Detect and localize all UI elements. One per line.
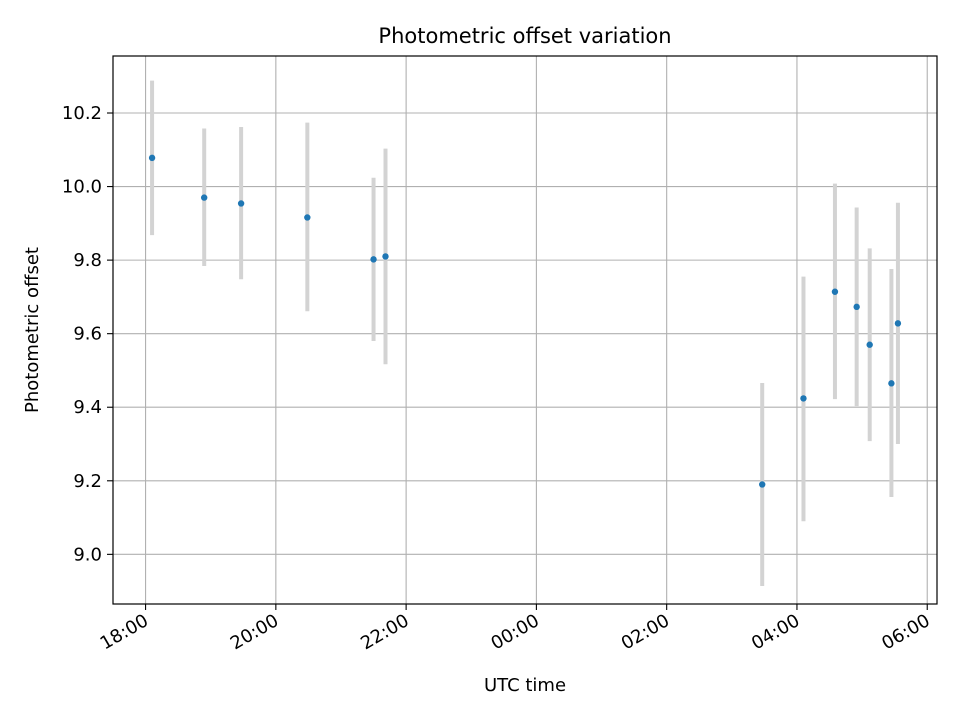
point-layer [148, 154, 902, 488]
y-axis-label: Photometric offset [22, 247, 43, 413]
data-point [888, 380, 895, 387]
grid-layer [113, 56, 937, 604]
x-tick-label: 00:00 [487, 610, 542, 654]
data-point [866, 341, 873, 348]
data-point [370, 256, 377, 263]
data-point [237, 200, 245, 207]
y-tick-label: 9.6 [73, 324, 102, 345]
data-point [200, 194, 208, 201]
x-axis-label: UTC time [484, 675, 566, 696]
data-point [800, 395, 807, 402]
x-tick-label: 02:00 [618, 610, 673, 654]
x-tick-label: 04:00 [748, 610, 803, 654]
y-tick-label: 9.4 [73, 397, 102, 418]
x-tick-label: 20:00 [227, 610, 282, 654]
x-tick-label: 22:00 [357, 610, 412, 654]
y-tick-label: 9.8 [73, 250, 102, 271]
y-tick-label: 9.0 [73, 544, 102, 565]
data-point [148, 154, 156, 162]
data-point [759, 481, 766, 488]
chart-title: Photometric offset variation [378, 24, 671, 48]
data-point [304, 214, 311, 221]
y-tick-label: 9.2 [73, 471, 102, 492]
x-tick-label: 18:00 [97, 610, 152, 654]
data-point [894, 320, 902, 327]
y-tick-label: 10.0 [62, 177, 102, 198]
data-point [382, 253, 389, 260]
data-point [853, 303, 860, 311]
data-point [831, 288, 839, 295]
plot-frame [112, 55, 938, 605]
y-tick-label: 10.2 [62, 103, 102, 124]
x-tick-label: 06:00 [878, 610, 933, 654]
